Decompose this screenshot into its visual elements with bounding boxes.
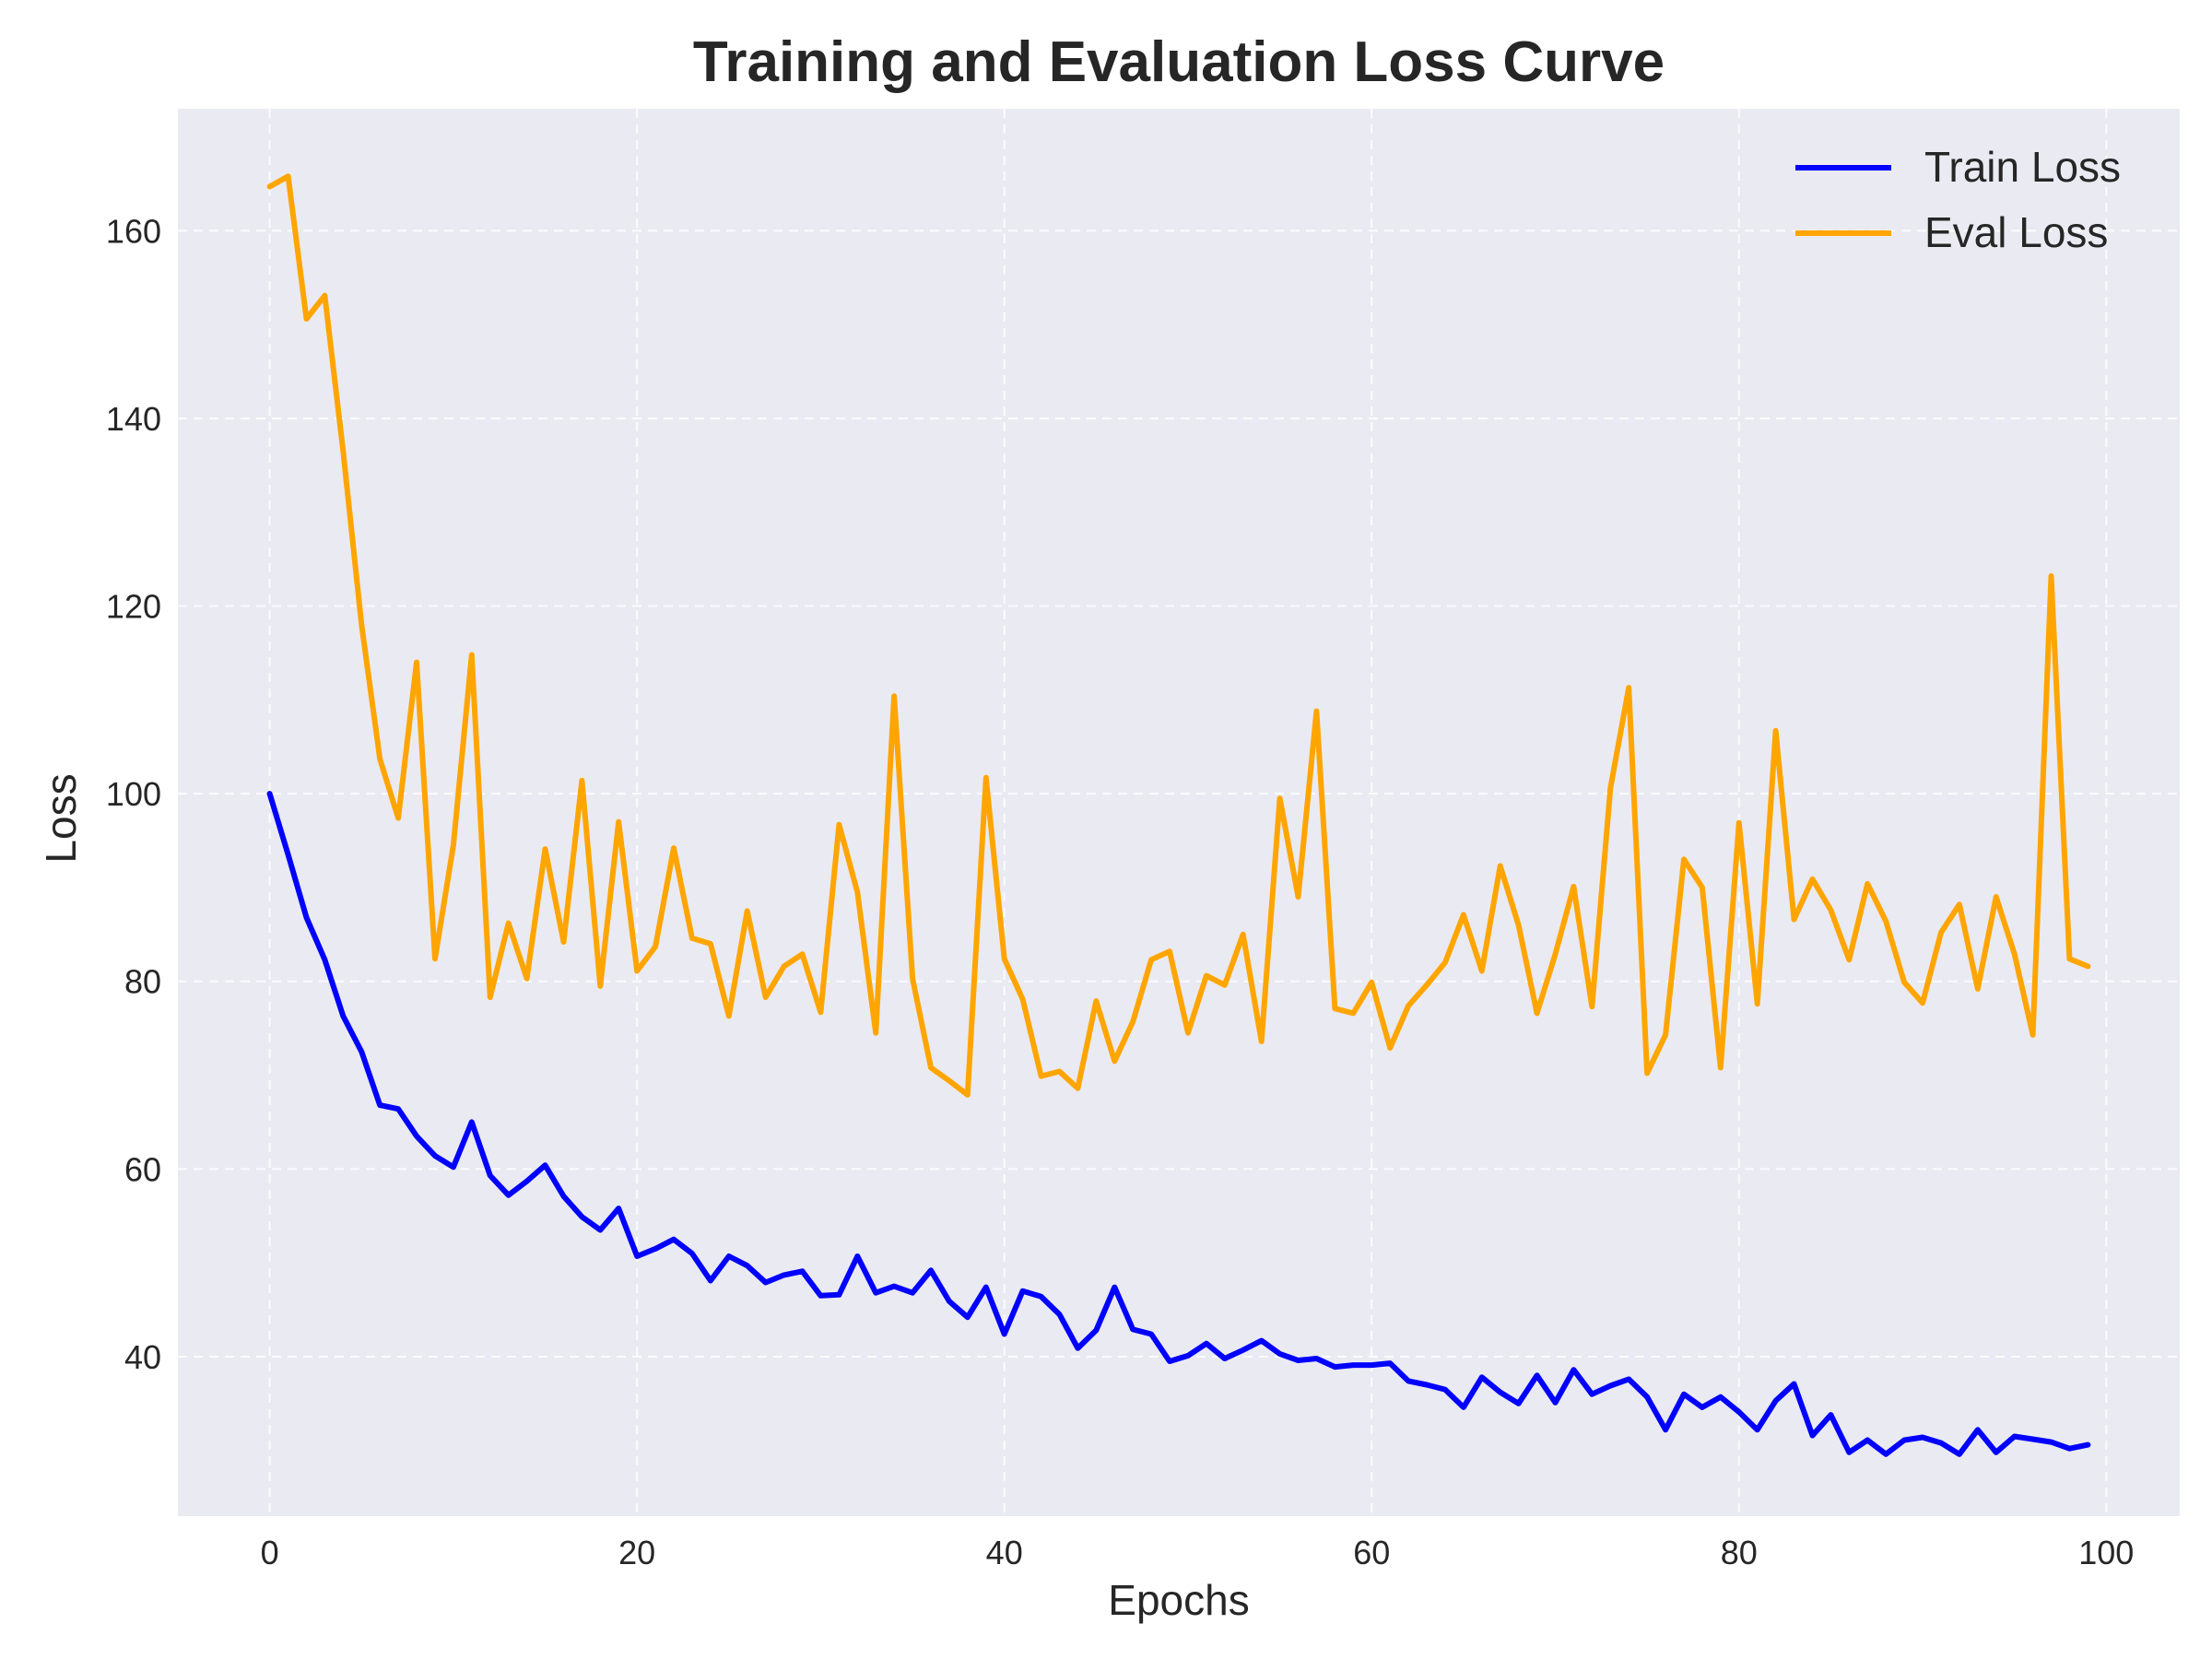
x-tick-label: 40 [986, 1534, 1023, 1571]
y-tick-label: 160 [106, 212, 161, 250]
x-tick-label: 80 [1721, 1534, 1758, 1571]
y-axis-label: Loss [37, 773, 85, 863]
legend-label-train-loss: Train Loss [1924, 143, 2121, 191]
series-line-eval-loss [266, 173, 2091, 1098]
x-tick-label: 60 [1353, 1534, 1390, 1571]
x-axis-label: Epochs [1108, 1576, 1249, 1624]
series-lines [266, 173, 2091, 1457]
y-tick-label: 120 [106, 588, 161, 626]
grid-lines [178, 109, 2180, 1516]
chart-title: Training and Evaluation Loss Curve [693, 30, 1665, 94]
series-line-train-loss [266, 791, 2091, 1457]
x-tick-label: 0 [261, 1534, 279, 1571]
x-tick-label: 100 [2078, 1534, 2134, 1571]
x-axis-ticks: 0 20 40 60 80 100 [261, 1534, 2135, 1571]
y-tick-label: 80 [124, 963, 161, 1001]
y-tick-label: 140 [106, 400, 161, 438]
plot-area [178, 109, 2180, 1516]
y-tick-label: 60 [124, 1150, 161, 1188]
legend: Train Loss Eval Loss [1795, 143, 2121, 256]
y-tick-label: 40 [124, 1338, 161, 1376]
x-tick-label: 20 [618, 1534, 655, 1571]
y-axis-ticks: 40 60 80 100 120 140 160 [106, 212, 161, 1376]
y-tick-label: 100 [106, 775, 161, 813]
legend-label-eval-loss: Eval Loss [1924, 208, 2108, 256]
